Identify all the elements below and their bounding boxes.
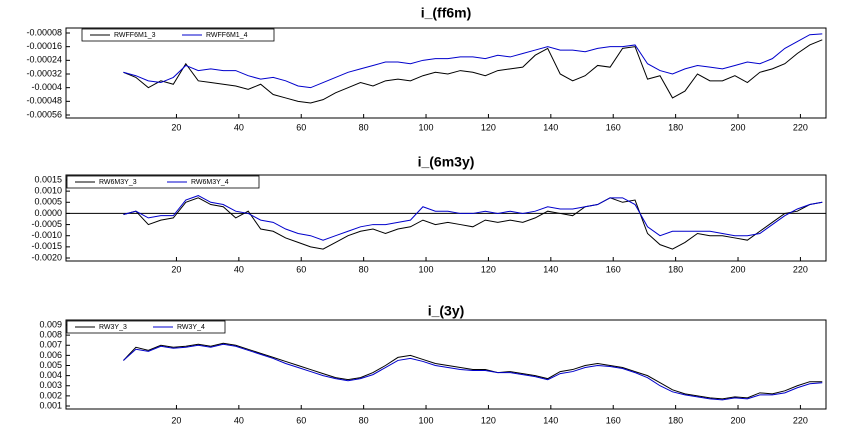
plot-frame (65, 174, 827, 262)
y-tick-label: 0.003 (39, 380, 62, 390)
series-line (123, 39, 823, 104)
y-tick-label: -0.0010 (31, 230, 62, 240)
x-tick-label: 20 (171, 264, 181, 274)
x-tick-label: 20 (171, 122, 181, 132)
series-line (123, 195, 823, 241)
x-tick-label: 160 (606, 415, 621, 425)
x-tick-label: 100 (419, 415, 434, 425)
x-tick-label: 40 (234, 264, 244, 274)
y-tick-label: -0.00008 (26, 27, 62, 37)
series-line (123, 343, 823, 401)
y-tick-label: -0.00024 (26, 55, 62, 65)
plot-frame (65, 27, 827, 119)
x-tick-label: 80 (359, 122, 369, 132)
legend-label: RW6M3Y_3 (99, 179, 137, 186)
x-tick-label: 140 (543, 122, 558, 132)
y-tick-label: -0.00048 (26, 96, 62, 106)
y-tick-label: 0.008 (39, 330, 62, 340)
x-tick-label: 120 (481, 415, 496, 425)
y-tick-label: -0.00056 (26, 109, 62, 119)
y-tick-label: 0.006 (39, 350, 62, 360)
x-tick-label: 40 (234, 122, 244, 132)
legend-label: RWFF6M1_4 (206, 32, 248, 39)
x-tick-label: 200 (731, 415, 746, 425)
x-tick-label: 20 (171, 415, 181, 425)
legend-box (66, 175, 260, 189)
x-tick-label: 60 (296, 264, 306, 274)
x-tick-label: 160 (606, 264, 621, 274)
chart-title: i_(3y) (428, 303, 465, 319)
x-tick-label: 160 (606, 122, 621, 132)
x-tick-label: 100 (419, 264, 434, 274)
y-tick-label: -0.00032 (26, 68, 62, 78)
series-line (123, 197, 823, 250)
y-tick-label: 0.004 (39, 370, 62, 380)
legend-label: RW3Y_3 (99, 324, 127, 331)
y-tick-label: 0.0005 (34, 197, 62, 207)
x-tick-label: 140 (543, 264, 558, 274)
x-tick-label: 120 (481, 264, 496, 274)
y-tick-label: 0.001 (39, 400, 62, 410)
x-tick-label: 200 (731, 264, 746, 274)
y-tick-label: -0.00016 (26, 41, 62, 51)
legend-box (81, 28, 275, 42)
series-line (123, 342, 823, 400)
x-tick-label: 140 (543, 415, 558, 425)
x-tick-label: 200 (731, 122, 746, 132)
legend-label: RW3Y_4 (177, 324, 205, 331)
chart-title: i_(ff6m) (421, 5, 472, 21)
x-tick-label: 180 (668, 264, 683, 274)
x-tick-label: 60 (296, 415, 306, 425)
y-tick-label: -0.0015 (31, 241, 62, 251)
x-tick-label: 120 (481, 122, 496, 132)
x-tick-label: 40 (234, 415, 244, 425)
plot-frame (65, 319, 827, 410)
x-tick-label: 220 (793, 415, 808, 425)
x-tick-label: 100 (419, 122, 434, 132)
y-tick-label: -0.0005 (31, 219, 62, 229)
x-tick-label: 180 (668, 122, 683, 132)
y-tick-label: 0.002 (39, 390, 62, 400)
y-tick-label: -0.0004 (31, 82, 62, 92)
y-tick-label: 0.0010 (34, 186, 62, 196)
y-tick-label: -0.0020 (31, 252, 62, 262)
y-tick-label: 0.005 (39, 360, 62, 370)
x-tick-label: 220 (793, 122, 808, 132)
legend-label: RW6M3Y_4 (191, 179, 229, 186)
legend-label: RWFF6M1_3 (114, 32, 156, 39)
series-line (123, 33, 823, 89)
legend-box (66, 320, 226, 334)
y-tick-label: 0.0000 (34, 208, 62, 218)
x-tick-label: 80 (359, 415, 369, 425)
x-tick-label: 180 (668, 415, 683, 425)
y-tick-label: 0.009 (39, 319, 62, 329)
x-tick-label: 80 (359, 264, 369, 274)
chart-title: i_(6m3y) (418, 154, 475, 170)
x-tick-label: 220 (793, 264, 808, 274)
y-tick-label: 0.0015 (34, 174, 62, 184)
x-tick-label: 60 (296, 122, 306, 132)
y-tick-label: 0.007 (39, 340, 62, 350)
